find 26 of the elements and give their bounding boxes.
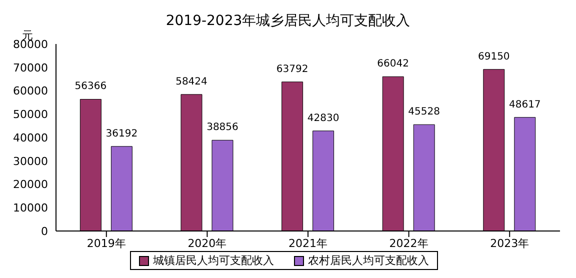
data-label: 38856 <box>206 122 238 134</box>
data-label: 58424 <box>176 76 208 88</box>
x-tick-label: 2019年 <box>86 236 126 250</box>
y-tick-label: 20000 <box>13 178 48 192</box>
x-tick-label: 2023年 <box>490 236 530 250</box>
y-tick-label: 10000 <box>13 202 48 215</box>
y-tick-label: 70000 <box>13 61 48 74</box>
x-tick-label: 2022年 <box>389 236 428 250</box>
y-tick-label: 30000 <box>13 154 48 168</box>
data-label: 45528 <box>408 106 440 118</box>
legend-label: 农村居民人均可支配收入 <box>307 253 429 268</box>
data-label: 63792 <box>276 64 308 75</box>
data-label: 48617 <box>508 99 541 110</box>
y-tick-label: 60000 <box>13 84 48 98</box>
y-tick-label: 50000 <box>13 108 48 122</box>
data-label: 66042 <box>377 58 409 70</box>
data-label: 69150 <box>478 51 510 62</box>
legend-label: 城镇居民人均可支配收入 <box>152 253 274 268</box>
y-tick-label: 0 <box>41 224 48 238</box>
chart-title: 2019-2023年城乡居民人均可支配收入 <box>164 12 412 30</box>
data-label: 56366 <box>74 81 107 92</box>
x-tick-label: 2021年 <box>288 236 328 250</box>
data-label: 42830 <box>307 112 340 124</box>
data-label: 36192 <box>106 128 138 140</box>
x-tick-label: 2020年 <box>188 236 227 250</box>
y-tick-label: 40000 <box>13 131 48 144</box>
